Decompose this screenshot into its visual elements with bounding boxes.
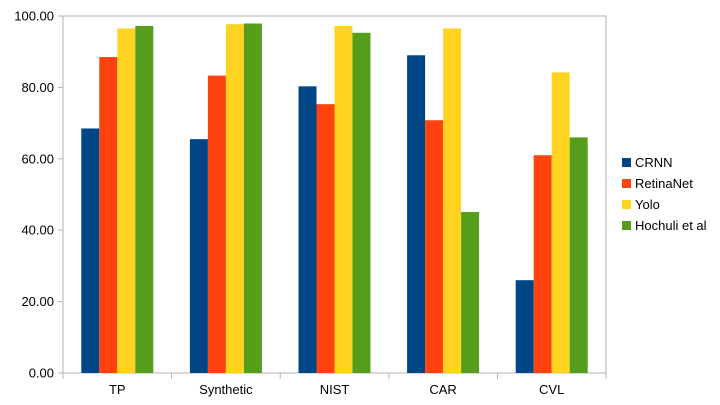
- bar: [407, 55, 426, 374]
- legend-label: Hochuli et al: [635, 218, 707, 233]
- legend-label: Yolo: [635, 197, 660, 212]
- x-axis-labels: TP Synthetic NIST CAR CVL: [109, 382, 564, 397]
- bar: [99, 57, 118, 374]
- bar: [298, 86, 317, 373]
- bar: [533, 155, 552, 373]
- y-axis-labels: 0.00 20.00 40.00 60.00 80.00 100.00: [14, 9, 54, 381]
- y-tick-label: 100.00: [14, 9, 54, 24]
- bar: [207, 75, 226, 373]
- y-tick-label: 80.00: [21, 80, 54, 95]
- legend-label: CRNN: [635, 155, 673, 170]
- legend-swatch: [622, 179, 631, 188]
- y-tick-label: 0.00: [29, 366, 54, 381]
- legend-label: RetinaNet: [635, 176, 693, 191]
- y-tick-label: 20.00: [21, 294, 54, 309]
- chart-bars: [81, 23, 588, 374]
- legend-swatch: [622, 221, 631, 230]
- bar: [352, 32, 371, 374]
- bar: [81, 128, 100, 373]
- bar: [243, 23, 262, 373]
- legend-swatch: [622, 158, 631, 167]
- bar: [334, 25, 353, 373]
- y-tick-label: 60.00: [21, 151, 54, 166]
- x-tick-label: CVL: [539, 382, 564, 397]
- bar: [316, 104, 335, 373]
- x-tick-label: NIST: [320, 382, 350, 397]
- bar: [117, 28, 136, 374]
- x-tick-label: Synthetic: [199, 382, 253, 397]
- bar: [135, 25, 154, 373]
- bar: [515, 280, 534, 373]
- x-tick-label: TP: [109, 382, 126, 397]
- legend-swatch: [622, 200, 631, 209]
- x-tick-label: CAR: [429, 382, 456, 397]
- bar: [425, 120, 444, 373]
- bar: [443, 28, 462, 374]
- bar: [461, 211, 480, 373]
- bar: [225, 24, 244, 374]
- bar: [569, 137, 588, 373]
- chart-legend: CRNN RetinaNet Yolo Hochuli et al: [622, 155, 707, 233]
- bar: [551, 72, 570, 373]
- bar: [189, 139, 208, 373]
- y-tick-label: 40.00: [21, 223, 54, 238]
